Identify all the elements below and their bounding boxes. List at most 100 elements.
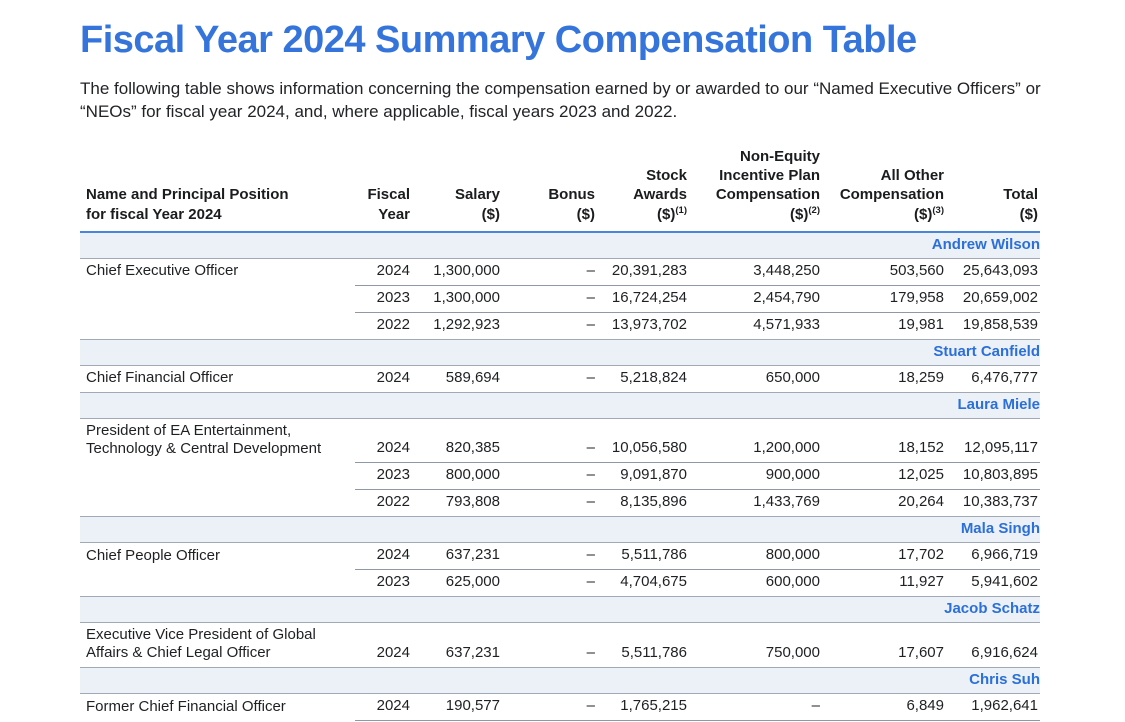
cell-salary: 800,000 [412, 462, 502, 490]
cell-total: 10,383,737 [946, 489, 1040, 517]
cell-salary: 589,694 [445, 368, 500, 386]
column-header-total: Total ($) [946, 147, 1040, 233]
cell-neip: 900,000 [689, 462, 822, 490]
cell-salary: 793,808 [412, 489, 502, 517]
cell-stock: 9,091,870 [597, 462, 689, 490]
cell-year: 2024 [376, 368, 410, 386]
cell-total: 6,476,777 [971, 368, 1038, 386]
officer-position: Executive Vice President of Global Affair… [86, 626, 316, 662]
officer-position [80, 570, 355, 597]
cell-stock: 5,511,786 [621, 644, 687, 662]
column-header-bonus: Bonus ($) [502, 147, 597, 233]
section-band: Andrew Wilson [80, 231, 1040, 259]
cell-year: 2024 [376, 439, 410, 457]
officer-position: Chief People Officer [86, 546, 220, 564]
officer-position: President of EA Entertainment, Technology… [86, 421, 322, 457]
section-band: Mala Singh [80, 516, 1040, 544]
officer-name: Mala Singh [80, 516, 1040, 544]
cell-stock: 5,511,786 [621, 546, 687, 564]
officer-position: Chief Financial Officer [86, 368, 234, 386]
cell-bonus: – [502, 489, 597, 517]
cell-year: 2024 [376, 697, 410, 715]
cell-salary: 190,577 [445, 697, 500, 715]
cell-bonus: – [586, 644, 595, 662]
compensation-table: Name and Principal Position for fiscal Ye… [80, 147, 1040, 722]
cell-bonus: – [502, 569, 597, 597]
section-band: Jacob Schatz [80, 596, 1040, 624]
cell-total: 12,095,117 [964, 439, 1038, 457]
officer-position [80, 312, 355, 339]
officer-position: Chief Executive Officer [86, 262, 239, 280]
cell-bonus: – [586, 368, 595, 386]
data-row: 2023 625,000–4,704,675 600,000 11,927 5,941,… [80, 569, 1040, 597]
cell-stock: 4,704,675 [597, 569, 689, 597]
cell-total: 6,916,624 [971, 644, 1038, 662]
cell-stock: 7,164,745 [597, 720, 689, 722]
section-band: Stuart Canfield [80, 338, 1040, 366]
officer-name: Laura Miele [80, 391, 1040, 419]
cell-total: 1,962,641 [971, 697, 1038, 715]
cell-other: 18,259 [898, 368, 944, 386]
cell-year: 2023 [355, 720, 412, 722]
table-body: Andrew Wilson Chief Executive Officer 2024… [80, 231, 1040, 722]
cell-total: 6,966,719 [971, 546, 1038, 564]
cell-salary: 1,292,923 [412, 311, 502, 340]
cell-salary: 625,000 [412, 569, 502, 597]
cell-neip: 2,454,790 [689, 284, 822, 313]
data-row: 2022 1,292,923–13,973,702 4,571,933 19,981 1… [80, 311, 1040, 340]
cell-year: 2022 [355, 489, 412, 517]
cell-neip: 600,000 [689, 569, 822, 597]
cell-total: 20,659,002 [946, 284, 1040, 313]
cell-bonus: – [502, 311, 597, 340]
cell-bonus: – [502, 720, 597, 722]
officer-name: Chris Suh [80, 667, 1040, 695]
column-header-salary: Salary ($) [412, 147, 502, 233]
cell-stock: 16,724,254 [597, 284, 689, 313]
cell-other: 6,849 [906, 697, 944, 715]
cell-stock: 10,056,580 [611, 439, 687, 457]
cell-neip: 800,000 [765, 546, 820, 564]
data-row: 2023 800,000–9,091,870 900,000 12,025 10,803… [80, 462, 1040, 490]
cell-other: 12,025 [822, 462, 946, 490]
data-row: Chief Financial Officer 2024 589,694 – 5,218… [80, 365, 1040, 392]
data-row: 2022 793,808–8,135,896 1,433,769 20,264 10,3… [80, 489, 1040, 517]
officer-name: Stuart Canfield [80, 338, 1040, 366]
cell-neip: 650,000 [765, 368, 820, 386]
cell-salary: 1,300,000 [412, 284, 502, 313]
data-row: Chief People Officer 2024 637,231 – 5,511,78… [80, 543, 1040, 570]
data-row: President of EA Entertainment, Technology… [80, 418, 1040, 463]
cell-other: 19,981 [822, 311, 946, 340]
officer-name: Jacob Schatz [80, 596, 1040, 624]
cell-other: 112,708(4) [822, 720, 946, 722]
cell-salary: 820,385 [445, 439, 500, 457]
cell-other: 17,607 [898, 644, 944, 662]
cell-neip: 3,448,250 [753, 261, 820, 279]
cell-bonus: – [502, 462, 597, 490]
column-header-stock: Stock Awards ($)(1) [597, 147, 689, 233]
cell-other: 179,958 [822, 284, 946, 313]
cell-other: 503,560 [889, 261, 944, 279]
cell-bonus: – [586, 261, 595, 279]
cell-total: 19,858,539 [946, 311, 1040, 340]
cell-stock: 20,391,283 [611, 261, 687, 279]
cell-neip: – [811, 697, 820, 715]
officer-position [80, 285, 355, 312]
cell-salary: 700,000 [412, 720, 502, 722]
cell-year: 2023 [355, 462, 412, 490]
cell-neip: 4,571,933 [689, 311, 822, 340]
cell-year: 2024 [376, 644, 410, 662]
cell-other: 20,264 [822, 489, 946, 517]
cell-neip: 750,000 [765, 644, 820, 662]
column-header-year: Fiscal Year [355, 147, 412, 233]
intro-text: The following table shows information co… [80, 78, 1041, 121]
cell-bonus: – [502, 284, 597, 313]
cell-bonus: – [586, 697, 595, 715]
cell-year: 2022 [355, 311, 412, 340]
cell-neip: 651,420 [689, 720, 822, 722]
section-band: Laura Miele [80, 391, 1040, 419]
cell-stock: 1,765,215 [620, 697, 687, 715]
officer-position: Former Chief Financial Officer [86, 697, 286, 715]
cell-year: 2023 [355, 284, 412, 313]
cell-total: 8,628,873 [946, 720, 1040, 722]
